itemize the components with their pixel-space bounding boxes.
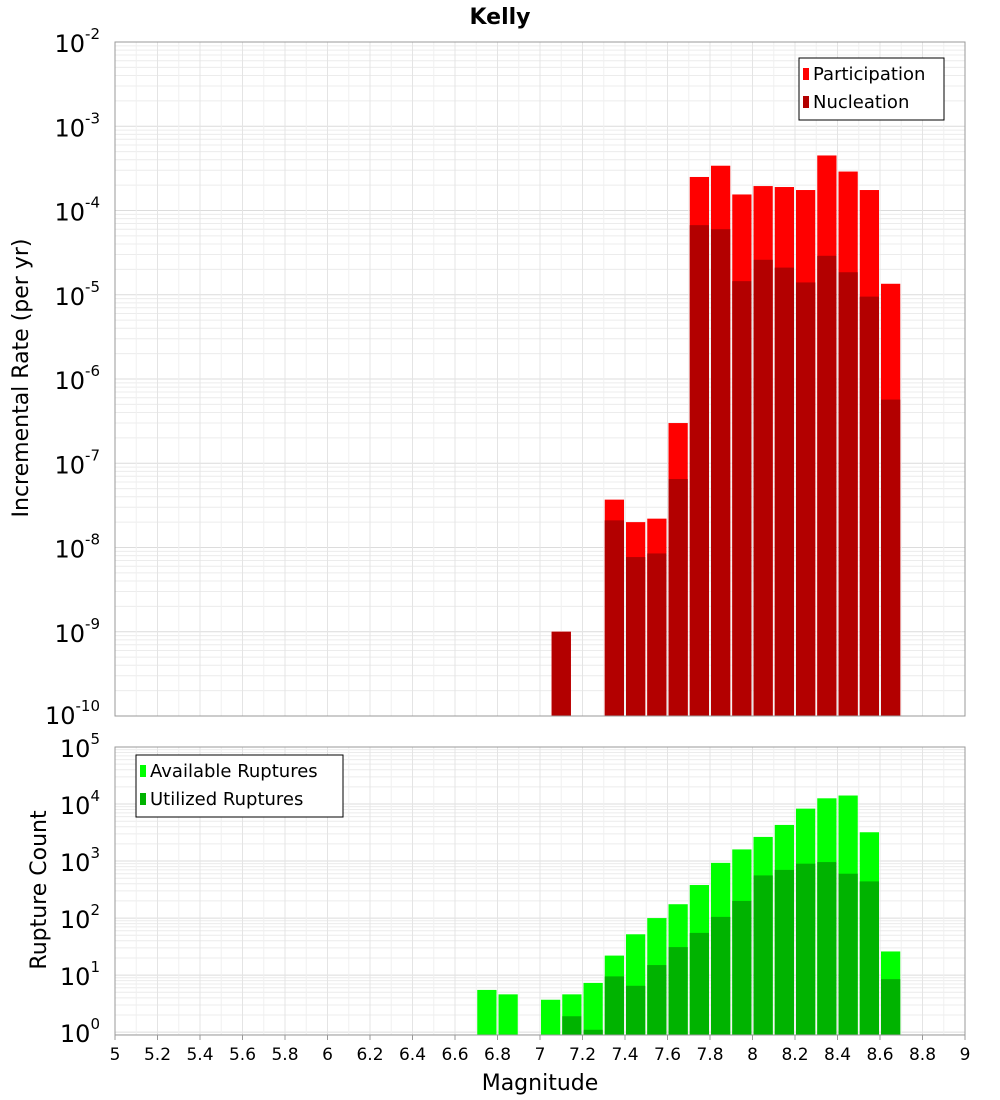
- x-tick-label: 7: [535, 1045, 546, 1065]
- x-tick-label: 5.8: [271, 1045, 298, 1065]
- x-tick-label: 6.4: [399, 1045, 426, 1065]
- plot-frame: [114, 41, 966, 717]
- y-tick-label: 10-9: [54, 615, 100, 648]
- bar-nucleation: [668, 479, 688, 716]
- bar-nucleation: [859, 296, 879, 716]
- bar-utilized-ruptures: [562, 1016, 582, 1035]
- y-tick-label: 104: [60, 787, 100, 820]
- rates-y-axis-label: Incremental Rate (per yr): [9, 239, 34, 518]
- bar-utilized-ruptures: [859, 881, 879, 1035]
- x-axis: 5 5.2 5.4 5.6 5.8 6 6.2 6.4 6.6 6.8 7 7.2 7.4 7.6 7.8 8…: [110, 1035, 971, 1065]
- y-tick-label: 10-2: [54, 25, 100, 58]
- y-tick-label: 10-3: [54, 109, 100, 142]
- bar-nucleation: [647, 553, 667, 716]
- bar-nucleation: [796, 282, 816, 716]
- x-tick-label: 6.8: [484, 1045, 511, 1065]
- counts-y-axis-label: Rupture Count: [27, 810, 52, 970]
- y-tick-label: 103: [60, 844, 100, 877]
- x-tick-label: 9: [960, 1045, 971, 1065]
- bar-available-ruptures: [541, 999, 561, 1035]
- bar-nucleation: [838, 272, 858, 716]
- bar-nucleation: [881, 399, 901, 716]
- y-tick-label: 10-10: [45, 697, 100, 730]
- bar-nucleation: [551, 631, 571, 716]
- x-tick-label: 7.8: [696, 1045, 723, 1065]
- bar-utilized-ruptures: [583, 1029, 603, 1035]
- bar-nucleation: [774, 267, 794, 716]
- bar-utilized-ruptures: [774, 869, 794, 1035]
- y-tick-label: 102: [60, 901, 100, 934]
- legend-swatch: [140, 793, 146, 805]
- legend-swatch: [803, 96, 809, 108]
- chart-title: Kelly: [469, 5, 530, 30]
- bar-nucleation: [753, 259, 773, 716]
- bar-utilized-ruptures: [732, 900, 752, 1035]
- bar-nucleation: [711, 229, 731, 717]
- bar-nucleation: [626, 557, 646, 716]
- bar-utilized-ruptures: [817, 862, 837, 1035]
- bar-nucleation: [689, 225, 709, 716]
- legend-swatch: [140, 765, 146, 777]
- x-tick-label: 8.2: [781, 1045, 808, 1065]
- x-tick-label: 6.2: [356, 1045, 383, 1065]
- bar-utilized-ruptures: [753, 875, 773, 1035]
- counts-panel: 105 104 103 102 101 100 Available Ruptures Util…: [60, 730, 966, 1048]
- y-tick-label: 10-4: [54, 194, 100, 227]
- legend-label: Utilized Ruptures: [150, 789, 303, 810]
- x-axis-label: Magnitude: [482, 1071, 599, 1096]
- bar-available-ruptures: [498, 994, 518, 1035]
- legend-label: Nucleation: [813, 92, 909, 113]
- x-tick-label: 6.6: [441, 1045, 468, 1065]
- legend-box: [135, 754, 344, 818]
- x-tick-label: 5.2: [144, 1045, 171, 1065]
- x-tick-label: 7.6: [654, 1045, 681, 1065]
- bar-available-ruptures: [583, 982, 603, 1035]
- x-tick-label: 5.4: [186, 1045, 213, 1065]
- bar-utilized-ruptures: [626, 985, 646, 1035]
- y-tick-label: 101: [60, 958, 100, 991]
- bar-utilized-ruptures: [647, 965, 667, 1035]
- bar-nucleation: [817, 255, 837, 716]
- x-tick-label: 8.6: [866, 1045, 893, 1065]
- legend-label: Available Ruptures: [150, 761, 318, 782]
- x-tick-label: 5.6: [229, 1045, 256, 1065]
- y-tick-label: 10-6: [54, 362, 100, 395]
- bar-utilized-ruptures: [668, 947, 688, 1035]
- legend-label: Participation: [813, 64, 925, 85]
- bar-utilized-ruptures: [838, 873, 858, 1035]
- bar-utilized-ruptures: [604, 976, 624, 1035]
- x-tick-label: 6: [322, 1045, 333, 1065]
- legend-box: [798, 57, 945, 121]
- y-tick-label: 105: [60, 730, 100, 763]
- legend-swatch: [803, 68, 809, 80]
- y-tick-label: 10-5: [54, 278, 100, 311]
- bar-nucleation: [604, 520, 624, 716]
- bar-utilized-ruptures: [796, 863, 816, 1035]
- y-tick-label: 10-8: [54, 531, 100, 564]
- y-tick-label: 10-7: [54, 446, 100, 479]
- bar-utilized-ruptures: [689, 932, 709, 1035]
- y-tick-label: 100: [60, 1015, 100, 1048]
- x-tick-label: 8.4: [824, 1045, 851, 1065]
- bar-utilized-ruptures: [711, 916, 731, 1035]
- x-tick-label: 7.4: [611, 1045, 638, 1065]
- x-tick-label: 7.2: [569, 1045, 596, 1065]
- bar-utilized-ruptures: [881, 979, 901, 1035]
- bar-nucleation: [732, 281, 752, 716]
- rates-panel: 10-2 10-3 10-4 10-5 10-6 10-7 10-8 10-9 10-10 Par…: [45, 25, 966, 730]
- x-tick-label: 8.8: [909, 1045, 936, 1065]
- bar-available-ruptures: [477, 989, 497, 1035]
- x-tick-label: 5: [110, 1045, 121, 1065]
- x-tick-label: 8: [747, 1045, 758, 1065]
